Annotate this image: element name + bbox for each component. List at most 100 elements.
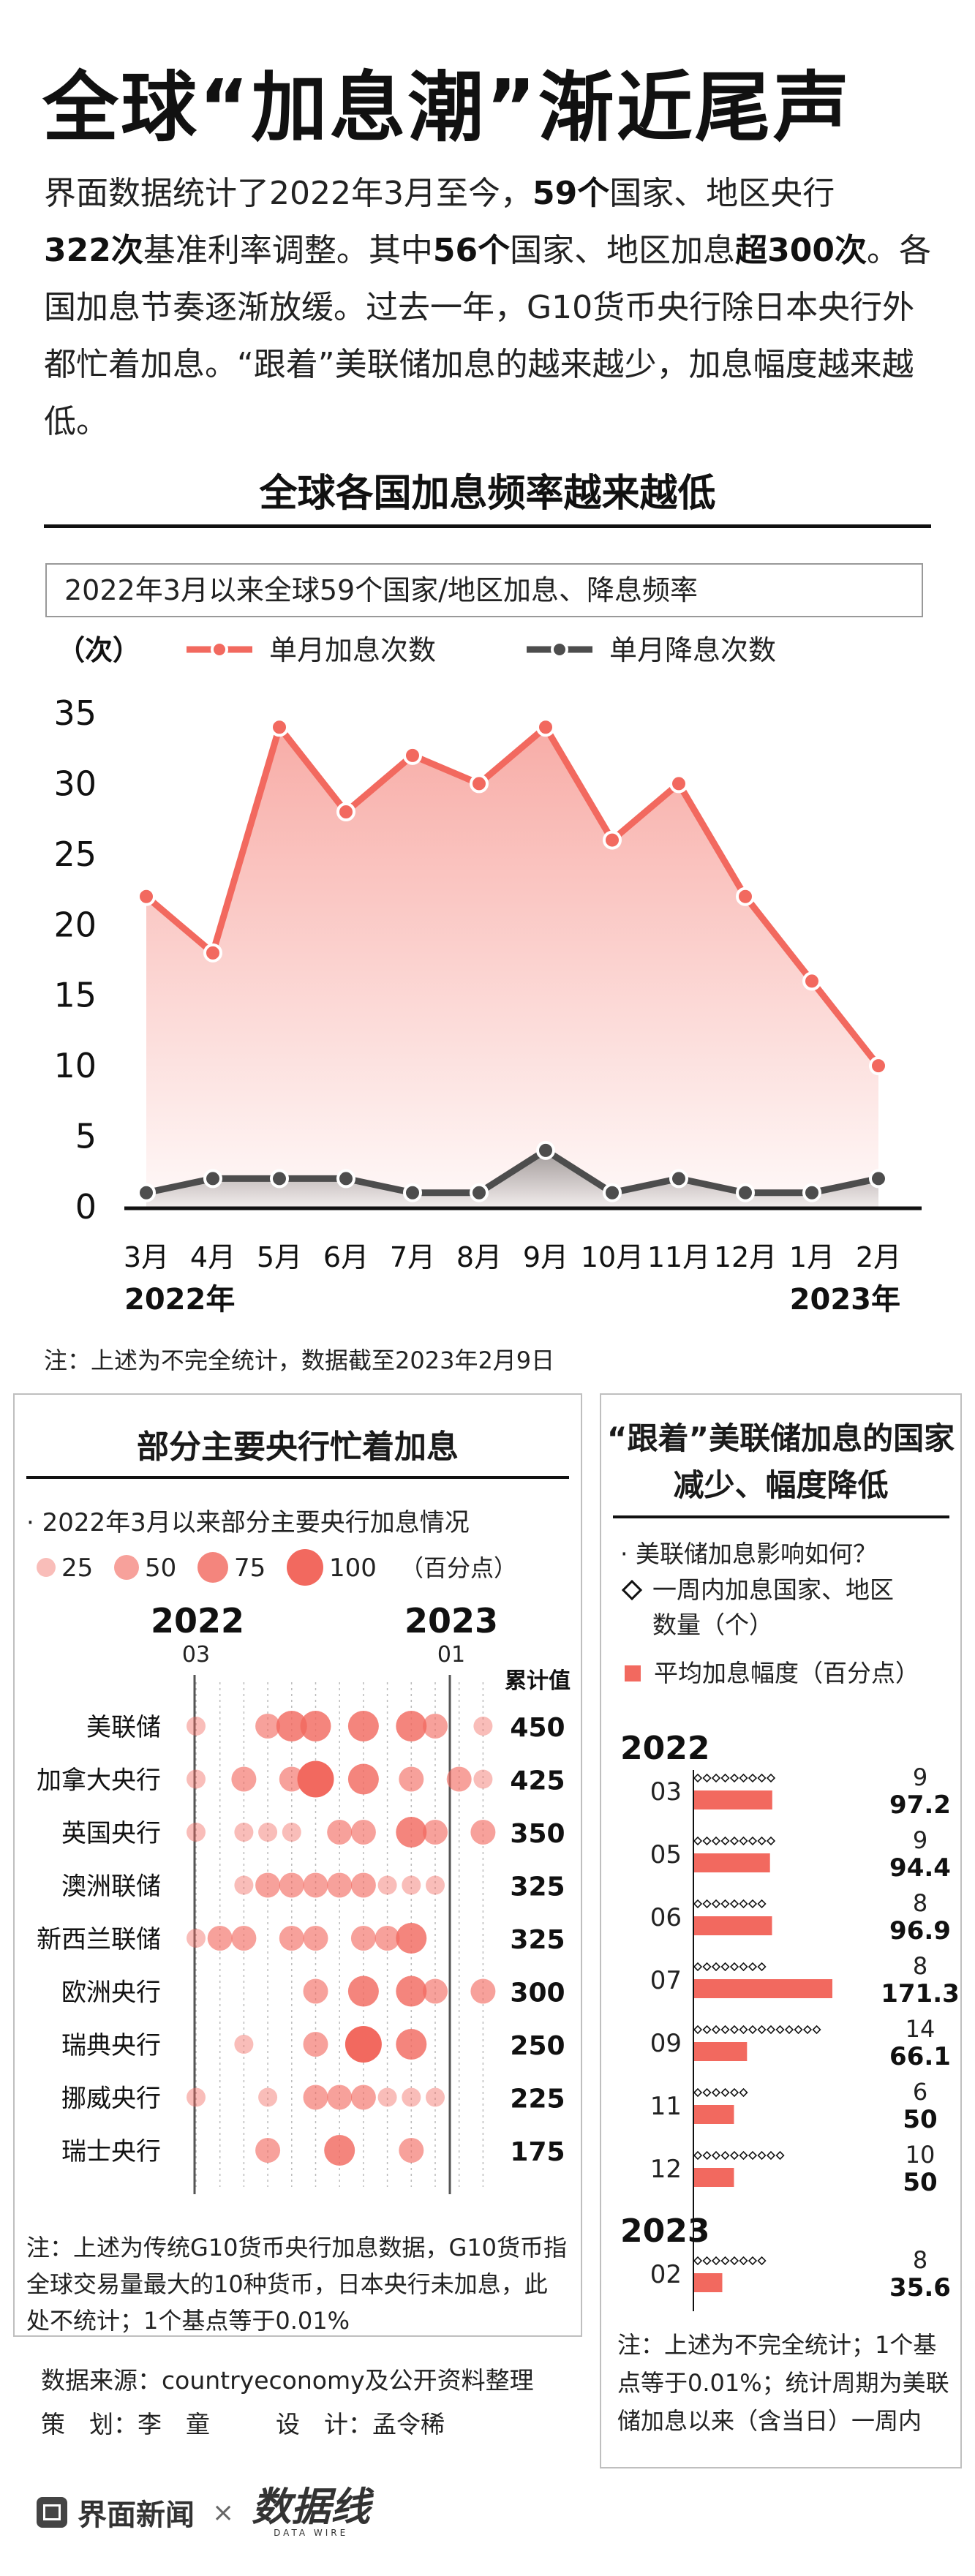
hike-bubble (255, 1872, 281, 1898)
count-diamond (739, 1899, 748, 1909)
bank-name: 英国央行 (61, 1819, 161, 1848)
hike-bubble (255, 2138, 281, 2163)
hike-bubble (279, 1766, 304, 1792)
bank-name: 澳洲联储 (61, 1872, 161, 1902)
hike-bubble (324, 2135, 355, 2166)
size-legend-bubble (287, 1549, 323, 1586)
count-diamond (775, 2025, 785, 2035)
bank-total: 225 (510, 2084, 565, 2114)
hike-bubble (350, 2084, 376, 2110)
count-diamond (720, 1836, 730, 1846)
hike-bubble (350, 1926, 376, 1951)
cuts-point (336, 1169, 355, 1189)
year-end-label: 2023 (404, 1601, 498, 1641)
hike-bubble (327, 1820, 353, 1845)
count-diamond (702, 2025, 712, 2035)
count-diamond (729, 2150, 739, 2161)
count-diamond (693, 2256, 703, 2266)
count-value: 8 (913, 2246, 927, 2274)
hikes-point (869, 1056, 888, 1076)
count-diamond (739, 1773, 748, 1783)
diamond-icon (621, 1579, 643, 1601)
size-legend-unit: （百分点） (400, 1554, 517, 1582)
hike-bubble (297, 1760, 334, 1798)
staff-line: 策 划：李 童 设 计：孟令稀 (41, 2403, 534, 2447)
count-diamond (693, 1899, 703, 1909)
count-diamond (812, 2025, 821, 2035)
year-label-end: 2023年 (790, 1283, 900, 1317)
count-value: 9 (913, 1763, 927, 1791)
count-value: 8 (913, 1889, 927, 1917)
month-label: 06 (650, 1903, 682, 1932)
x-tick-label: 2月 (856, 1241, 901, 1273)
hike-bubble (473, 1717, 493, 1736)
hike-bubble (187, 1717, 206, 1736)
hikes-point (470, 774, 489, 794)
hike-bubble (396, 1976, 427, 2007)
hike-bubble (187, 1769, 206, 1789)
avg-bar (693, 2168, 734, 2187)
hike-bubble (399, 1766, 424, 1792)
count-diamond (757, 2256, 767, 2266)
avg-value: 94.4 (889, 1853, 951, 1883)
hike-bubble (303, 1926, 328, 1951)
count-diamond (784, 2025, 794, 2035)
hike-bubble (282, 1823, 301, 1842)
hike-bubble (350, 1872, 376, 1898)
hike-bubble (187, 1823, 206, 1842)
section-divider (44, 524, 931, 528)
group-year-label: 2023 (620, 2212, 709, 2250)
fed-panel-legend: 一周内加息国家、地区数量（个） 平均加息幅度（百分点） (620, 1573, 919, 1691)
cuts-point (802, 1183, 821, 1202)
month-label: 05 (650, 1840, 682, 1869)
y-tick-label: 20 (53, 905, 97, 944)
legend-label-hikes: 单月加息次数 (269, 634, 436, 666)
hike-bubble (396, 1923, 427, 1954)
fed-subtitle-text: 美联储加息影响如何？ (635, 1540, 877, 1568)
hikes-area (146, 727, 878, 1207)
x-tick-label: 4月 (190, 1241, 236, 1273)
count-diamond (729, 2256, 739, 2266)
banks-panel-subtitle: · 2022年3月以来部分主要央行加息情况 (26, 1508, 470, 1537)
hikes-point (137, 886, 156, 906)
central-banks-panel (13, 1393, 582, 2337)
source-line: 数据来源：countryeconomy及公开资料整理 (41, 2366, 534, 2395)
hikes-point (336, 802, 355, 821)
hike-bubble (426, 2087, 445, 2107)
count-diamond (757, 2150, 767, 2161)
hike-bubble (470, 1820, 496, 1845)
y-tick-label: 5 (75, 1117, 97, 1156)
x-tick-label: 1月 (789, 1241, 835, 1273)
legend-label-cuts: 单月降息次数 (609, 634, 776, 666)
y-tick-label: 10 (53, 1046, 97, 1085)
y-tick-label: 15 (53, 976, 97, 1015)
hike-bubble (399, 2138, 424, 2163)
month-label: 09 (650, 2029, 682, 2058)
intro-highlight-countries: 59个 (532, 175, 610, 212)
month-end-label: 01 (437, 1642, 465, 1668)
avg-value: 66.1 (889, 2042, 951, 2071)
hike-bubble (402, 1875, 421, 1895)
banks-panel-title: 部分主要央行忙着加息 (137, 1428, 459, 1466)
intro-text-1: 界面数据统计了2022年3月至今， (44, 175, 532, 212)
count-diamond (693, 1773, 703, 1783)
main-title: 全球“加息潮”渐近尾声 (42, 63, 851, 152)
hikes-point (669, 774, 688, 794)
hike-bubble (303, 1872, 328, 1898)
intro-highlight-hikes: 超300次 (735, 232, 867, 269)
total-header: 累计值 (505, 1668, 571, 1694)
count-diamond (720, 1962, 730, 1972)
count-diamond (757, 1836, 767, 1846)
bank-total: 450 (510, 1713, 565, 1743)
count-diamond (729, 1899, 739, 1909)
hike-bubble (374, 1926, 400, 1951)
frequency-line-chart: （次） 单月加息次数 单月降息次数 0 5 10 15 20 25 30 35 3月 4月 5月 6月 7月 8… (53, 634, 922, 1317)
hike-bubble (187, 1929, 206, 1948)
fed-followers-panel (600, 1393, 962, 2468)
count-diamond (739, 2087, 748, 2098)
bank-name: 瑞士央行 (61, 2137, 161, 2166)
fed-panel-title: “跟着”美联储加息的国家减少、幅度降低 (606, 1420, 955, 1503)
count-diamond (775, 2150, 785, 2161)
count-diamond (766, 1836, 776, 1846)
